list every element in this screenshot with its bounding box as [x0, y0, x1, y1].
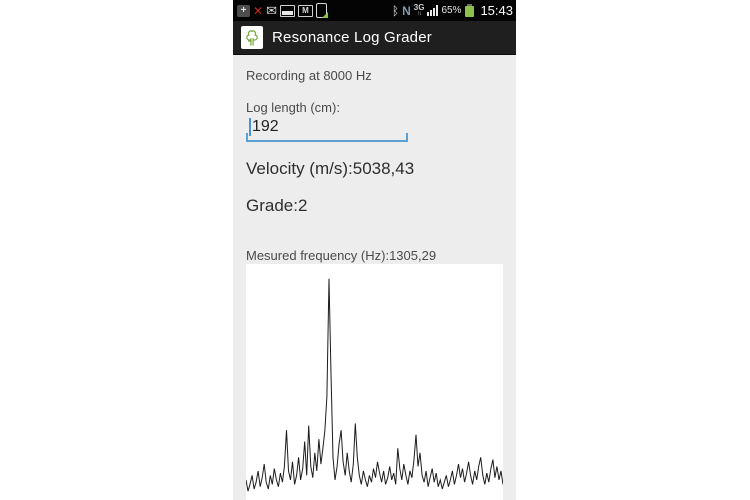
text-cursor [249, 117, 251, 136]
network-3g-label: 3G [413, 3, 425, 12]
battery-icon [465, 4, 475, 17]
message-icon: ✉ [266, 2, 277, 18]
log-length-value: 192 [252, 117, 279, 135]
frequency-text-prefix: Mesured fre [246, 248, 316, 263]
network-arrows: ↑↓ [417, 11, 422, 17]
app-bar: Resonance Log Grader [233, 21, 516, 55]
signal-strength-icon [427, 5, 439, 16]
measured-frequency-label: Mesured frequency (Hz):1305,29 [246, 248, 437, 266]
bluetooth-icon: ᛒ [391, 3, 400, 18]
network-3g-icon: 3G ↑↓ [413, 3, 425, 18]
status-clock: 15:43 [480, 3, 513, 18]
frequency-text-suffix: ):1305,29 [381, 248, 437, 263]
missed-call-icon: ✕ [253, 3, 264, 18]
battery-percent: 65% [441, 5, 462, 16]
status-bar: + ✕ ✉ M ᛒ N 3G ↑↓ 65% 15:43 [233, 0, 516, 21]
log-length-input[interactable]: 192 [246, 115, 408, 142]
system-status-cluster: ᛒ N 3G ↑↓ 65% 15:43 [392, 3, 513, 18]
spectrum-chart-svg [246, 278, 503, 492]
velocity-label: Velocity (m/s):5038,43 [246, 159, 415, 178]
screenshot-icon [279, 4, 295, 17]
tree-icon [246, 30, 258, 46]
spectrum-chart [246, 264, 503, 500]
usb-connected-icon [315, 3, 328, 18]
app-title: Resonance Log Grader [272, 29, 432, 46]
nfc-icon: N [402, 3, 411, 18]
gmail-icon: M [297, 4, 313, 17]
log-length-label: Log length (cm): [246, 100, 340, 115]
notification-plus-icon: + [237, 4, 250, 17]
grade-label: Grade:2 [246, 196, 308, 215]
app-logo [241, 26, 263, 49]
recording-rate-label: Recording at 8000 Hz [246, 68, 372, 83]
frequency-text-underlined: quency (Hz [315, 248, 382, 266]
phone-screen: + ✕ ✉ M ᛒ N 3G ↑↓ 65% 15:43 [233, 0, 516, 500]
